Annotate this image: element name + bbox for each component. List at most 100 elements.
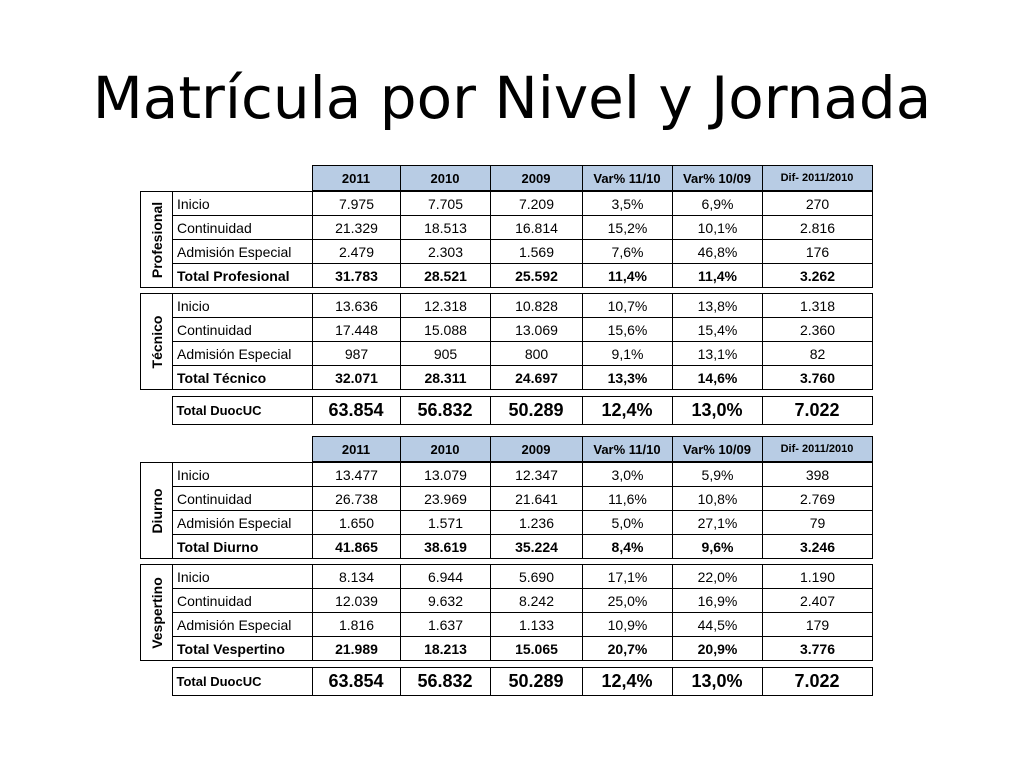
column-header: 2011 <box>311 165 401 191</box>
table-cell: 21.329 <box>312 215 401 240</box>
column-header: Dif- 2011/2010 <box>761 436 873 462</box>
table-cell: 8.242 <box>490 588 583 613</box>
total-cell: 7.022 <box>761 667 873 696</box>
group-side-label: Profesional <box>140 191 173 288</box>
table-cell: 17,1% <box>582 564 673 589</box>
total-cell: 7.022 <box>761 396 873 425</box>
table-row: Total Vespertino 21.989 18.213 15.065 20,7% 2… <box>141 636 873 661</box>
table-cell: 38.619 <box>400 534 491 559</box>
table-cell: 16.814 <box>490 215 583 240</box>
table-cell: 800 <box>490 341 583 366</box>
table-cell: 25.592 <box>490 263 583 288</box>
table-cell: 20,7% <box>582 636 673 661</box>
table-cell: 15.065 <box>490 636 583 661</box>
table-cell: 46,8% <box>672 239 763 264</box>
table-cell: 9,1% <box>582 341 673 366</box>
table-cell: 21.641 <box>490 486 583 511</box>
row-label: Continuidad <box>172 588 313 613</box>
table-cell: 10,9% <box>582 612 673 637</box>
table-cell: 3.776 <box>762 636 873 661</box>
group-table: Vespertino Inicio 8.134 6.944 5.690 17,1% 22,0… <box>140 564 873 661</box>
total-cell: 56.832 <box>399 667 491 696</box>
row-label: Continuidad <box>172 486 313 511</box>
total-cell: 13,0% <box>671 396 763 425</box>
table-cell: 28.311 <box>400 365 491 390</box>
total-cell: 63.854 <box>311 396 401 425</box>
table-cell: 21.989 <box>312 636 401 661</box>
table-cell: 13,3% <box>582 365 673 390</box>
header-table: 2011 2010 2009 Var% 11/10 Var% 10/09 Dif- 201… <box>140 165 873 191</box>
table-cell: 15,4% <box>672 317 763 342</box>
table-cell: 24.697 <box>490 365 583 390</box>
table-cell: 2.479 <box>312 239 401 264</box>
table-cell: 23.969 <box>400 486 491 511</box>
column-header: 2009 <box>489 436 583 462</box>
row-label: Continuidad <box>172 215 313 240</box>
table-cell: 32.071 <box>312 365 401 390</box>
table-row: Admisión Especial 1.650 1.571 1.236 5,0% 27,1… <box>141 510 873 535</box>
column-header: Dif- 2011/2010 <box>761 165 873 191</box>
group-table: Diurno Inicio 13.477 13.079 12.347 3,0% 5,9% 39… <box>140 462 873 559</box>
table-cell: 8.134 <box>312 564 401 589</box>
table-cell: 11,6% <box>582 486 673 511</box>
table-cell: 6.944 <box>400 564 491 589</box>
table-cell: 1.190 <box>762 564 873 589</box>
table-cell: 270 <box>762 191 873 216</box>
table-row: Diurno Inicio 13.477 13.079 12.347 3,0% 5,9% 39… <box>140 462 873 559</box>
group-table: Técnico Inicio 13.636 12.318 10.828 10,7% 13,8… <box>140 293 873 390</box>
table-cell: 82 <box>762 341 873 366</box>
table-cell: 44,5% <box>672 612 763 637</box>
table-cell: 11,4% <box>582 263 673 288</box>
table-cell: 41.865 <box>312 534 401 559</box>
total-cell: 13,0% <box>671 667 763 696</box>
row-label: Admisión Especial <box>172 341 313 366</box>
table-cell: 5,9% <box>672 462 763 487</box>
column-header: Var% 11/10 <box>581 436 673 462</box>
column-header: 2011 <box>311 436 401 462</box>
total-cell: 63.854 <box>311 667 401 696</box>
table-cell: 10,7% <box>582 293 673 318</box>
column-header: 2010 <box>399 165 491 191</box>
table-cell: 3,0% <box>582 462 673 487</box>
table-cell: 7.975 <box>312 191 401 216</box>
table-cell: 12.318 <box>400 293 491 318</box>
table-cell: 13,1% <box>672 341 763 366</box>
table-cell: 2.360 <box>762 317 873 342</box>
table-cell: 3.262 <box>762 263 873 288</box>
table-cell: 13.636 <box>312 293 401 318</box>
table-cell: 2.407 <box>762 588 873 613</box>
table-jornada-nivel: 2011 2010 2009 Var% 11/10 Var% 10/09 Dif- 201… <box>140 165 876 425</box>
table-cell: 2.303 <box>400 239 491 264</box>
row-label: Total Técnico <box>172 365 313 390</box>
table-cell: 1.571 <box>400 510 491 535</box>
table-cell: 10,1% <box>672 215 763 240</box>
row-label: Inicio <box>172 191 313 216</box>
table-cell: 1.133 <box>490 612 583 637</box>
row-label: Admisión Especial <box>172 510 313 535</box>
row-label: Total Profesional <box>172 263 313 288</box>
table-cell: 25,0% <box>582 588 673 613</box>
total-cell: 56.832 <box>399 396 491 425</box>
table-row: Continuidad 12.039 9.632 8.242 25,0% 16,9% 2.4… <box>141 588 873 613</box>
table-cell: 15,2% <box>582 215 673 240</box>
table-cell: 18.213 <box>400 636 491 661</box>
table-cell: 5.690 <box>490 564 583 589</box>
table-row: Vespertino Inicio 8.134 6.944 5.690 17,1% 22,0… <box>140 564 873 661</box>
table-cell: 12.347 <box>490 462 583 487</box>
table-cell: 31.783 <box>312 263 401 288</box>
row-label: Admisión Especial <box>172 239 313 264</box>
table-row: Continuidad 17.448 15.088 13.069 15,6% 15,4% 2… <box>141 317 873 342</box>
table-cell: 3.246 <box>762 534 873 559</box>
total-table: Total DuocUC 63.854 56.832 50.289 12,4% 13,0%… <box>140 396 873 425</box>
row-label: Continuidad <box>172 317 313 342</box>
table-cell: 10.828 <box>490 293 583 318</box>
table-cell: 15.088 <box>400 317 491 342</box>
table-cell: 13.079 <box>400 462 491 487</box>
table-cell: 7.209 <box>490 191 583 216</box>
table-row: Técnico Inicio 13.636 12.318 10.828 10,7% 13,8… <box>140 293 873 390</box>
group-table: Profesional Inicio 7.975 7.705 7.209 3,5% 6,9%… <box>140 191 873 288</box>
table-cell: 13.069 <box>490 317 583 342</box>
table-cell: 7,6% <box>582 239 673 264</box>
table-cell: 22,0% <box>672 564 763 589</box>
table-cell: 26.738 <box>312 486 401 511</box>
